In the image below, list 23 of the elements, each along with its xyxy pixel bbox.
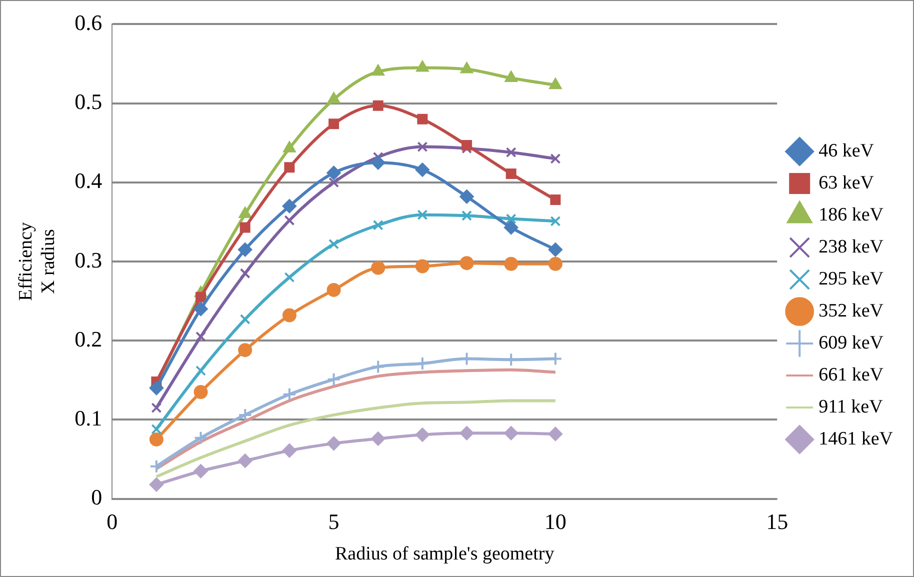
y-tick-label: 0.6	[74, 10, 102, 35]
y-tick-label: 0.1	[74, 405, 102, 430]
legend-label: 63 keV	[818, 172, 874, 194]
legend-label: 186 keV	[818, 204, 884, 226]
legend-label: 352 keV	[818, 300, 884, 322]
legend-label: 911 keV	[818, 396, 884, 418]
y-axis-title: Efficiency X radius	[15, 222, 60, 301]
x-tick-label: 10	[544, 508, 566, 534]
x-tick-label: 15	[766, 508, 788, 534]
y-tick-label: 0.4	[74, 168, 102, 194]
y-tick-label: 0.3	[74, 247, 102, 272]
x-tick-label: 5	[328, 508, 340, 534]
legend-label: 609 keV	[818, 332, 884, 354]
y-tick-label: 0	[91, 484, 102, 510]
y-tick-label: 0.2	[74, 326, 102, 352]
y-tick-label: 0.5	[74, 89, 102, 114]
legend-label: 295 keV	[818, 268, 884, 290]
x-tick-label: 0	[106, 508, 118, 534]
legend-label: 661 keV	[818, 364, 884, 386]
legend-label: 238 keV	[818, 236, 884, 258]
legend-label: 1461 keV	[818, 428, 894, 450]
legend-label: 46 keV	[818, 140, 874, 162]
x-axis-title: Radius of sample's geometry	[334, 544, 555, 565]
